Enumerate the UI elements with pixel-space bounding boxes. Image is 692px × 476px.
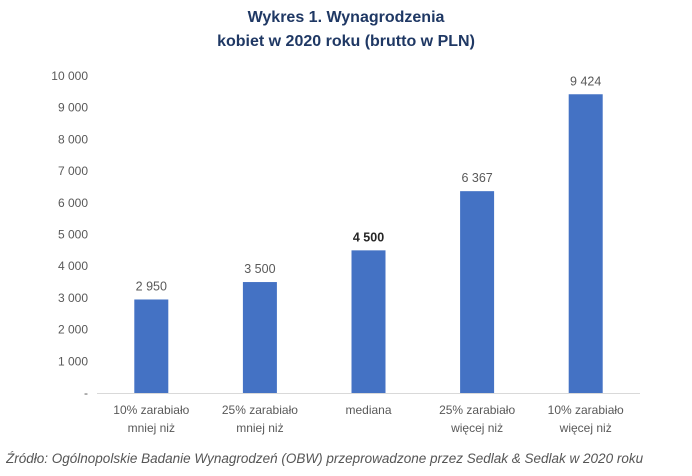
data-label: 6 367	[461, 171, 492, 185]
chart-title-line-1: Wykres 1. Wynagrodzenia	[247, 9, 445, 26]
data-label: 4 500	[353, 230, 384, 244]
y-tick-label: 7 000	[58, 164, 88, 178]
bar	[242, 282, 277, 393]
data-label: 2 950	[136, 279, 167, 293]
bar	[568, 94, 603, 393]
y-tick-label: 4 000	[58, 259, 88, 273]
y-tick-label: 2 000	[58, 323, 88, 337]
x-tick-label: mniej niż	[236, 421, 283, 435]
bar	[351, 250, 386, 393]
y-tick-label: 5 000	[58, 228, 88, 242]
data-label: 3 500	[244, 262, 275, 276]
x-tick-label: 10% zarabiało	[113, 403, 189, 417]
y-tick-label: 10 000	[51, 69, 88, 83]
x-tick-label: 25% zarabiało	[439, 403, 515, 417]
y-tick-label: 9 000	[58, 101, 88, 115]
y-tick-label: 6 000	[58, 196, 88, 210]
x-tick-label: więcej niż	[559, 421, 612, 435]
x-tick-label: 25% zarabiało	[222, 403, 298, 417]
x-tick-label: 10% zarabiało	[548, 403, 624, 417]
y-tick-label: 3 000	[58, 291, 88, 305]
x-tick-label: więcej niż	[450, 421, 503, 435]
x-tick-label: mediana	[345, 403, 391, 417]
x-tick-label: mniej niż	[128, 421, 175, 435]
chart-title: Wykres 1. Wynagrodzenia kobiet w 2020 ro…	[0, 6, 692, 54]
y-tick-label: 1 000	[58, 354, 88, 368]
data-label: 9 424	[570, 74, 601, 88]
source-note: Źródło: Ogólnopolskie Badanie Wynagrodze…	[6, 451, 644, 466]
bar-chart: - 1 000 2 000 3 000 4 000 5 000 6 000 7 000 8 00…	[51, 69, 640, 435]
y-tick-label: 8 000	[58, 132, 88, 146]
y-tick-label: -	[84, 386, 88, 400]
bar	[460, 191, 495, 393]
chart-title-line-2: kobiet w 2020 roku (brutto w PLN)	[217, 33, 475, 50]
bar	[134, 299, 169, 393]
